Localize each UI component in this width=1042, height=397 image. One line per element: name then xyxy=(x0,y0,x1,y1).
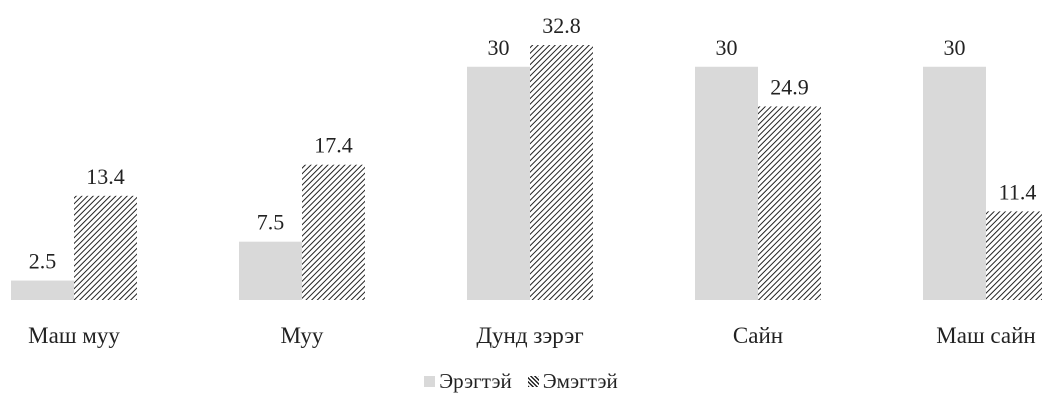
category-label-3: Дунд зэрэг xyxy=(476,323,583,348)
value-label-2-3: 32.8 xyxy=(542,13,581,38)
value-labels-group: 2.5 13.4 7.5 17.4 30 32.8 30 24.9 30 11.4 xyxy=(29,13,1037,274)
category-labels-group: Маш муу Муу Дунд зэрэг Сайн Маш сайн xyxy=(28,323,1036,348)
value-label-1-1: 2.5 xyxy=(29,249,57,274)
value-label-2-2: 17.4 xyxy=(314,133,353,158)
category-label-5: Маш сайн xyxy=(936,323,1035,348)
bar-1-3 xyxy=(467,66,530,300)
bar-2-3 xyxy=(530,45,593,300)
bar-1-2 xyxy=(239,241,302,300)
category-label-4: Сайн xyxy=(733,323,783,348)
legend-swatch-series-2 xyxy=(527,375,539,387)
bar-1-4 xyxy=(695,66,758,300)
value-label-2-4: 24.9 xyxy=(770,74,809,99)
legend-item-series-1: Эрэгтэй xyxy=(424,368,512,394)
value-label-1-3: 30 xyxy=(488,35,510,60)
value-label-1-5: 30 xyxy=(944,35,966,60)
legend-label-series-2: Эмэгтэй xyxy=(542,368,618,393)
bar-1-5 xyxy=(923,66,986,300)
bar-chart: 2.5 13.4 7.5 17.4 30 32.8 30 24.9 30 11.4 Маш муу… xyxy=(11,13,1042,348)
legend: Эрэгтэй Эмэгтэй xyxy=(0,368,1042,394)
value-label-1-2: 7.5 xyxy=(257,210,285,235)
bars-group xyxy=(11,45,1042,300)
bar-2-1 xyxy=(74,195,137,300)
bar-2-5 xyxy=(986,211,1042,300)
bar-2-4 xyxy=(758,106,821,300)
legend-label-series-1: Эрэгтэй xyxy=(439,368,512,393)
legend-swatch-series-1 xyxy=(424,375,436,387)
value-label-2-1: 13.4 xyxy=(86,164,125,189)
value-label-1-4: 30 xyxy=(716,35,738,60)
category-label-1: Маш муу xyxy=(28,323,120,348)
value-label-2-5: 11.4 xyxy=(999,179,1037,204)
category-label-2: Муу xyxy=(281,323,324,348)
bar-2-2 xyxy=(302,164,365,300)
bar-1-1 xyxy=(11,280,74,300)
legend-item-series-2: Эмэгтэй xyxy=(527,368,618,394)
